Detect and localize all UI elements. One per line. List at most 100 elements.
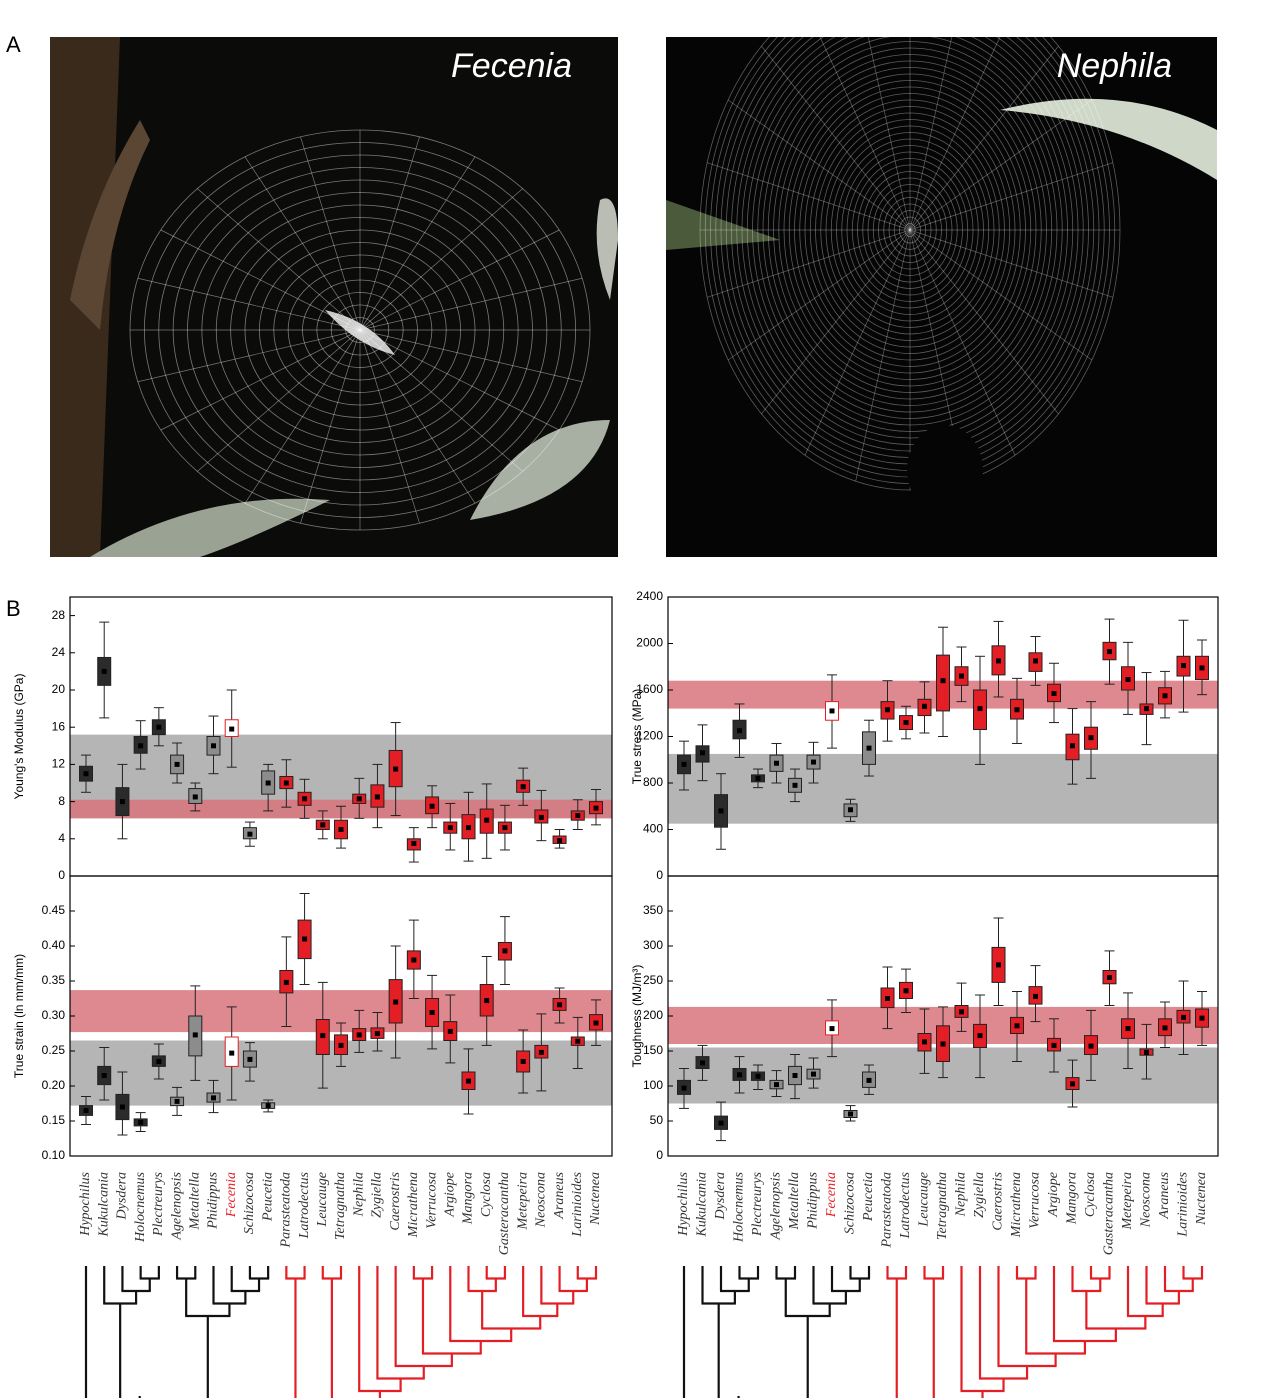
web-ring xyxy=(809,106,1011,354)
median xyxy=(320,822,326,828)
median xyxy=(484,817,490,823)
genus-label: Leucauge xyxy=(917,1172,932,1227)
median xyxy=(575,813,581,819)
y-tick-label: 0.35 xyxy=(42,973,66,987)
y-tick-label: 400 xyxy=(643,822,663,836)
web-ring xyxy=(893,210,927,250)
web-ring xyxy=(287,267,433,393)
genus-label: Hypochilus xyxy=(78,1171,93,1236)
leaf xyxy=(325,310,395,355)
genus-label: Tetragnatha xyxy=(935,1172,950,1240)
genus-label: Verrucosa xyxy=(424,1172,439,1229)
web-radius xyxy=(244,329,361,504)
web-ring xyxy=(794,86,1026,374)
web-radius xyxy=(909,99,1093,231)
web-ring xyxy=(215,204,505,456)
median xyxy=(848,1111,853,1117)
genus-label: Micrathena xyxy=(406,1172,421,1238)
median xyxy=(940,1041,946,1047)
y-tick-label: 16 xyxy=(52,719,66,733)
median xyxy=(356,796,362,802)
panel-label: A xyxy=(6,32,21,57)
median xyxy=(681,761,687,767)
median xyxy=(700,750,705,756)
leaf xyxy=(470,420,610,520)
genus-label: Caerostris xyxy=(991,1171,1006,1230)
median xyxy=(520,1059,526,1064)
median xyxy=(811,759,816,765)
genus-label: Nephila xyxy=(351,1172,366,1217)
genus-label: Schizocosa xyxy=(242,1172,257,1234)
median xyxy=(411,840,417,846)
median xyxy=(737,1072,742,1078)
median xyxy=(229,726,235,732)
web-ring xyxy=(867,177,953,283)
photo-title: Nephila xyxy=(1057,47,1172,85)
median xyxy=(866,1077,872,1083)
web-ring xyxy=(187,179,533,481)
web-radius xyxy=(359,329,560,431)
web-ring xyxy=(830,132,990,328)
web-ring xyxy=(815,112,1005,348)
median xyxy=(101,1073,107,1078)
median xyxy=(156,1059,162,1064)
web-radius xyxy=(359,188,523,331)
median xyxy=(411,957,417,963)
web-ring xyxy=(230,217,490,443)
median xyxy=(174,1098,180,1104)
y-tick-label: 12 xyxy=(52,757,66,771)
genus-label: Caerostris xyxy=(388,1171,403,1230)
median xyxy=(502,825,508,831)
median xyxy=(1162,1025,1168,1031)
genus-label: Phidippus xyxy=(206,1171,221,1229)
genus-label: Mangora xyxy=(461,1172,476,1225)
genus-label: Leucauge xyxy=(315,1172,330,1227)
median xyxy=(977,1033,983,1039)
genus-label: Araneus xyxy=(1157,1171,1172,1219)
median xyxy=(1088,735,1094,741)
median xyxy=(1033,658,1038,664)
web-ring xyxy=(788,80,1032,380)
web-radius xyxy=(197,329,361,472)
y-tick-label: 0.40 xyxy=(42,938,66,952)
genus-label: Fecenia xyxy=(224,1172,239,1218)
web-ring xyxy=(736,15,1084,445)
web-ring xyxy=(904,223,916,237)
median xyxy=(229,1050,235,1056)
median xyxy=(83,1108,89,1113)
web-radius xyxy=(804,4,911,231)
median xyxy=(447,1028,453,1034)
reference-band xyxy=(668,753,1218,824)
genus-label: Plectreurys xyxy=(151,1171,166,1237)
branch xyxy=(70,120,150,330)
y-tick-label: 0.20 xyxy=(42,1078,66,1092)
y-tick-label: 150 xyxy=(643,1043,663,1057)
median xyxy=(885,707,890,713)
genus-label: Kukulcania xyxy=(96,1172,111,1238)
web-radius xyxy=(359,277,583,331)
y-tick-label: 0.15 xyxy=(42,1113,66,1127)
web-radius xyxy=(909,45,1059,231)
genus-label: Latrodectus xyxy=(898,1171,913,1239)
web-radius xyxy=(909,162,1113,231)
genus-label: Holocnemus xyxy=(133,1171,148,1243)
median xyxy=(1033,993,1038,999)
median xyxy=(681,1085,687,1091)
genus-label: Metaltella xyxy=(188,1172,203,1231)
median xyxy=(737,728,742,734)
chart: 0 50 100 150 200 250 300 350 Toughness (MJ/m³) Hy… xyxy=(630,875,1219,1398)
web-radius xyxy=(137,329,361,383)
median xyxy=(192,794,198,800)
median xyxy=(755,775,761,781)
median xyxy=(1144,1049,1149,1055)
genus-label: Schizocosa xyxy=(843,1172,858,1234)
genus-label: Phidippus xyxy=(806,1171,821,1229)
web-ring xyxy=(244,229,476,431)
median xyxy=(1107,975,1112,980)
web-ring xyxy=(258,242,462,418)
median xyxy=(922,703,927,709)
genus-label: Peucetia xyxy=(260,1172,275,1222)
web-radius xyxy=(160,329,361,431)
median xyxy=(1125,677,1131,683)
median xyxy=(247,1056,253,1062)
